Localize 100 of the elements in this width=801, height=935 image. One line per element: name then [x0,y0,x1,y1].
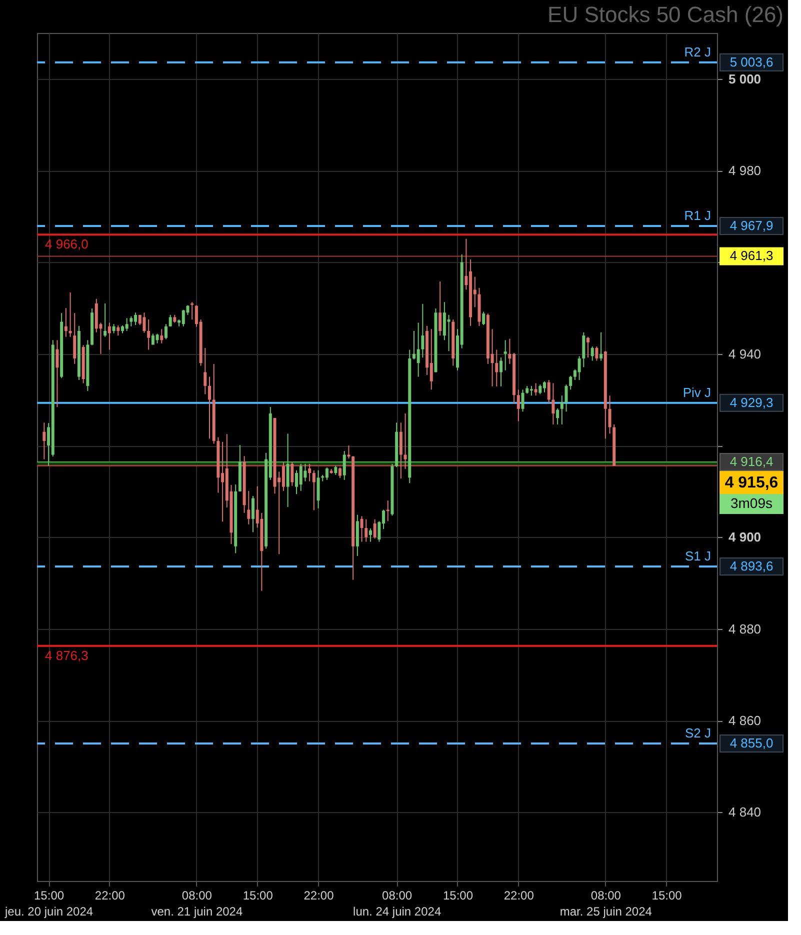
candlestick [430,328,433,390]
candlestick [538,384,542,395]
text: 4 855,0 [730,735,774,750]
ref-line-label: R2 J [684,44,711,60]
text: 4 961,3 [730,248,774,264]
candlestick [386,500,390,522]
candlestick [290,462,294,486]
candlestick [304,463,307,482]
candlestick [590,346,594,362]
x-tick-label: 08:00 lun. 24 juin 2024 [353,888,442,918]
candlestick [516,389,520,422]
text: 4 967,9 [730,218,774,233]
candlestick [308,463,312,482]
candlestick [182,309,185,327]
candlestick [547,379,550,404]
candlestick [404,412,407,470]
candlestick [504,340,507,371]
x-tick-label: 22:00 [94,888,126,902]
text: 4 915,6 [724,474,778,492]
text: 5 003,6 [730,54,774,70]
candlestick [373,518,376,540]
candlestick [338,467,342,479]
candlestick [125,318,128,332]
ref-line-label: R1 J [684,208,711,223]
y-tick-label: 4 860 [728,713,762,728]
candlestick [252,495,255,533]
candlestick [560,395,564,425]
candlestick [360,516,364,542]
candlestick [247,490,250,525]
candlestick [147,318,150,350]
candlestick [482,311,486,326]
candlestick [286,433,290,508]
candlestick [42,422,46,460]
candlestick [578,356,581,380]
candlestick [399,422,402,480]
candlestick [190,302,194,320]
y-tick-label: 4 940 [728,346,762,362]
candlestick [208,376,211,440]
ref-line-label: S1 J [684,548,711,564]
text: 3m09s [730,495,773,512]
x-tick-label: 15:00 [652,888,682,902]
text: 4 893,6 [730,558,774,574]
candlestick [600,332,603,362]
candlestick [282,462,285,492]
candlestick [521,389,524,412]
candlestick [312,470,316,511]
candlestick [447,314,450,352]
chart-title: EU Stocks 50 Cash (26) [548,2,784,27]
candlestick [160,328,164,344]
candlestick [530,385,533,396]
candlestick [156,333,159,344]
y-tick-label: 5 000 [728,71,762,86]
candlestick [64,308,68,338]
candlestick [347,445,350,459]
candlestick [56,340,59,408]
candlestick [334,465,338,476]
candlestick [130,316,133,327]
candlestick [499,357,502,387]
candlestick [112,324,116,334]
candlestick [204,347,207,395]
candlestick [104,302,107,338]
candlestick [608,395,612,434]
candlestick [325,467,328,480]
x-tick-label: 15:00 [442,888,474,902]
candlestick [421,303,424,358]
candlestick [582,332,586,368]
candlestick [142,312,146,334]
ref-line-label: Piv J [682,384,711,400]
candlestick [586,336,590,358]
x-tick-label: 08:00 mar. 25 juin 2024 [560,888,652,918]
x-tick-label: 22:00 [504,888,534,902]
y-tick-label: 4 900 [728,530,762,545]
candlestick [168,314,172,327]
text: 4 916,4 [730,454,774,470]
candlestick [316,470,320,509]
candlestick [552,382,555,425]
candlestick [364,518,368,542]
candlestick [164,324,168,340]
candlestick [495,349,498,387]
ref-line-label: 4 876,3 [45,648,88,663]
y-tick-label: 4 880 [728,621,762,636]
candlestick [595,346,598,362]
x-tick-label: 15:00 [242,888,274,902]
x-tick-label: 08:00 ven. 21 juin 2024 [151,888,243,918]
candlestick [569,375,572,390]
candlestick [564,384,568,412]
candlestick [438,280,442,336]
y-tick-label: 4 980 [728,163,762,178]
candlestick [534,382,538,396]
candlestick [108,322,111,350]
text: 4 929,3 [730,394,774,410]
y-tick-label: 4 840 [728,804,762,820]
x-tick-label: 22:00 [304,888,334,902]
candlestick [342,450,346,480]
candlestick [416,322,420,378]
x-tick-label: 15:00 jeu. 20 juin 2024 [4,888,94,918]
ref-line-label: S2 J [684,725,711,740]
candlestick [368,528,372,542]
candlestick [73,312,76,364]
candlestick [116,324,120,336]
